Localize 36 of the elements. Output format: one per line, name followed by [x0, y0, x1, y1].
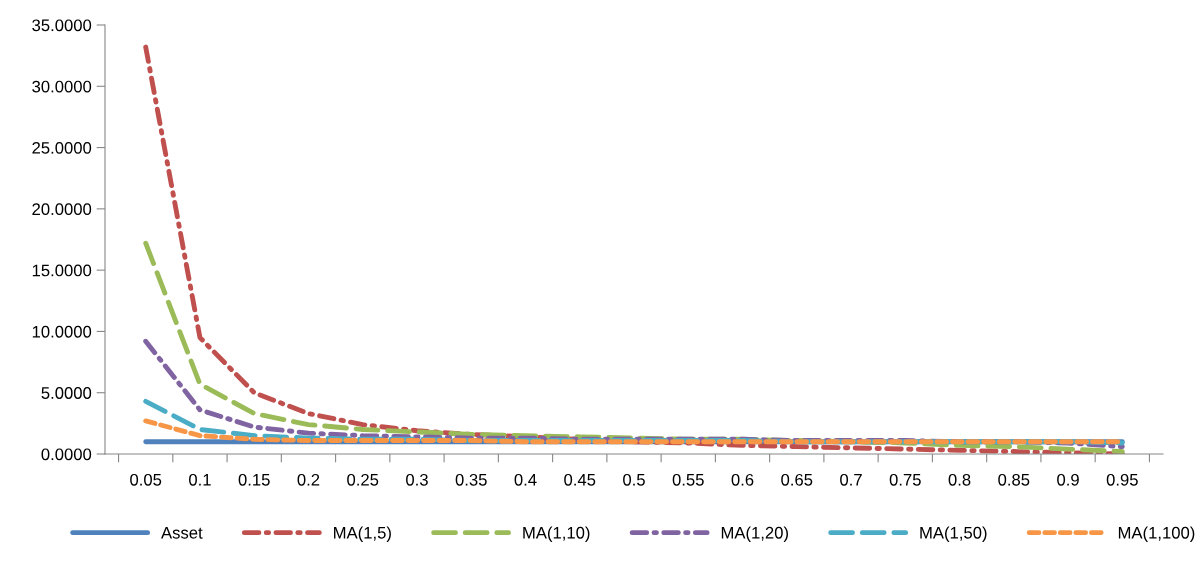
x-tick-label: 0.6 — [731, 473, 754, 486]
x-tick-label: 0.95 — [1106, 473, 1138, 486]
x-tick-label: 0.45 — [564, 473, 596, 486]
x-tick-label: 0.5 — [623, 473, 645, 486]
line-series — [143, 398, 1125, 446]
legend-label: MA(1,20) — [721, 526, 788, 542]
x-tick-label: 0.25 — [347, 473, 379, 486]
y-tick-label: 25.0000 — [32, 141, 92, 154]
x-tick-label: 0.8 — [948, 473, 971, 486]
legend-label: MA(1,10) — [523, 526, 590, 542]
x-tick-label: 0.2 — [297, 473, 320, 486]
x-tick-label: 0.1 — [189, 473, 211, 486]
x-tick-label: 0.7 — [840, 473, 862, 486]
line-series — [143, 338, 1125, 450]
x-tick-label: 0.4 — [514, 473, 537, 486]
legend-label: Asset — [161, 527, 203, 539]
x-tick-label: 0.3 — [406, 473, 428, 486]
y-tick-label: 15.0000 — [32, 264, 92, 277]
y-tick-label: 30.0000 — [32, 80, 92, 93]
line-series — [143, 240, 1125, 454]
x-tick-label: 0.35 — [455, 473, 487, 486]
x-tick-label: 0.55 — [672, 473, 704, 486]
x-tick-label: 0.75 — [889, 473, 921, 486]
x-tick-label: 0.15 — [238, 473, 270, 486]
legend-label: MA(1,5) — [334, 526, 391, 542]
x-tick-label: 0.85 — [998, 473, 1030, 486]
x-tick-label: 0.9 — [1057, 473, 1079, 486]
x-tick-label: 0.05 — [130, 473, 162, 486]
y-tick-label: 20.0000 — [32, 203, 92, 216]
y-tick-label: 0.0000 — [41, 448, 92, 461]
legend-label: MA(1,50) — [920, 526, 987, 542]
y-tick-label: 35.0000 — [32, 19, 92, 32]
y-tick-label: 5.0000 — [41, 387, 92, 399]
legend-label: MA(1,100) — [1118, 526, 1195, 542]
x-tick-label: 0.65 — [781, 473, 813, 486]
y-tick-label: 10.0000 — [32, 325, 92, 338]
